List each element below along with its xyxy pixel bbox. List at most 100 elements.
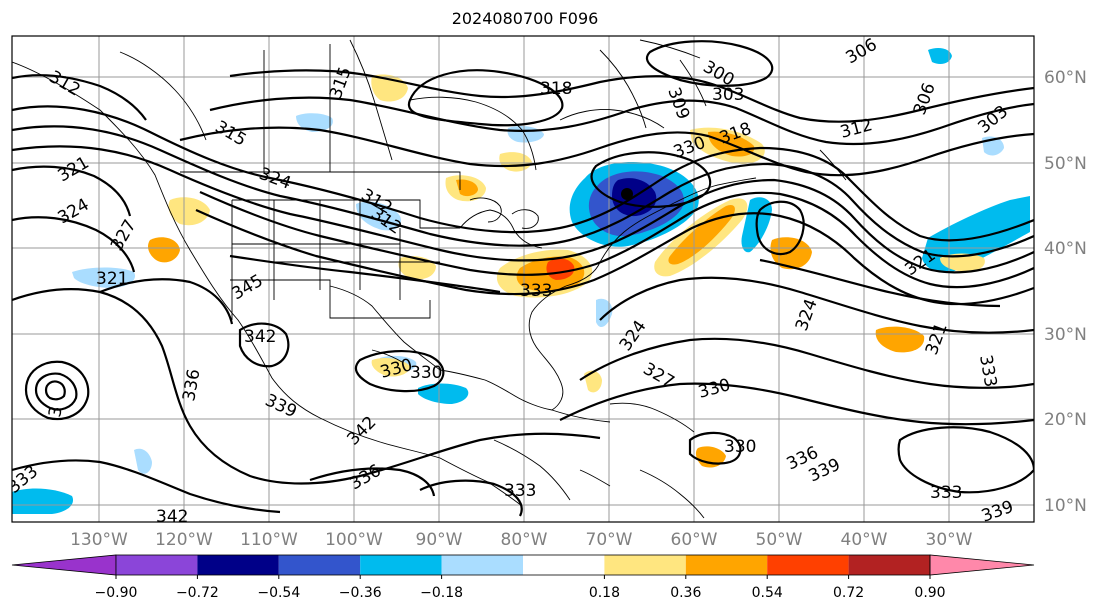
lon-label: 50°W xyxy=(756,530,803,550)
map-frame xyxy=(11,35,1035,523)
negative-region-pacific-cutoff xyxy=(134,448,152,474)
contour-low-greenland xyxy=(645,40,774,87)
colorbar-swatch xyxy=(848,555,930,575)
positive-region-rockies xyxy=(168,197,210,226)
colorbar-tick-label: −0.18 xyxy=(420,585,463,601)
lon-label: 30°W xyxy=(926,530,973,550)
contour-label: 321 xyxy=(96,269,128,289)
colorbar-swatch xyxy=(360,555,442,575)
lon-label: 100°W xyxy=(325,530,383,550)
positive-core-east-coast xyxy=(546,258,575,280)
contour-label: 330 xyxy=(724,437,756,457)
lat-label: 40°N xyxy=(1044,239,1087,259)
contour-north-pacific-3 xyxy=(12,216,136,273)
contour-north-pacific-2 xyxy=(12,165,132,217)
contour-eastern-pacific xyxy=(99,278,234,325)
contour-north-pacific xyxy=(12,74,147,121)
negative-region-canada-north xyxy=(296,113,333,132)
colorbar xyxy=(11,554,1035,576)
negative-region-greenland xyxy=(928,48,952,64)
contour-high-atlantic xyxy=(897,426,1034,494)
lon-label: 60°W xyxy=(671,530,718,550)
contour-low-atlantic xyxy=(755,200,805,256)
contour-subtropical-5 xyxy=(559,382,1034,426)
contour-label: 333 xyxy=(504,481,536,501)
contour-label: 342 xyxy=(156,507,188,527)
negative-region-pacific-sw xyxy=(12,488,74,514)
lon-label: 130°W xyxy=(70,530,128,550)
coastlines-and-borders xyxy=(12,39,847,519)
contour-central-us xyxy=(229,254,501,294)
contour-label: 303 xyxy=(712,85,744,105)
colorbar-tick-label: −0.90 xyxy=(95,585,138,601)
latitude-tick-labels: 60°N 50°N 40°N 30°N 20°N 10°N xyxy=(1044,68,1087,516)
colorbar-swatch xyxy=(441,555,523,575)
contour-jet-4 xyxy=(199,190,1034,289)
contour-subtropical-4 xyxy=(579,337,1034,389)
colorbar-tick-label: −0.36 xyxy=(339,585,382,601)
contour-central-atlantic-2 xyxy=(759,258,1001,308)
contour-label: 333 xyxy=(930,483,962,503)
contour-label: 318 xyxy=(540,79,572,99)
lat-label: 50°N xyxy=(1044,154,1087,174)
colorbar-extend-min xyxy=(11,554,117,576)
colorbar-swatch xyxy=(278,555,361,575)
lon-label: 120°W xyxy=(155,530,213,550)
lon-label: 110°W xyxy=(240,530,298,550)
positive-region-east-atlantic xyxy=(940,253,985,272)
contour-low-canada xyxy=(407,69,564,127)
contour-jet-1 xyxy=(12,105,1034,242)
colorbar-tick-label: 0.72 xyxy=(833,585,864,601)
colorbar-tick-label: 0.54 xyxy=(752,585,783,601)
contour-label: 330 xyxy=(410,363,442,383)
colorbar-tick-label: −0.72 xyxy=(176,585,219,601)
lat-label: 60°N xyxy=(1044,68,1087,88)
positive-region-canada-plains-core xyxy=(456,179,478,197)
colorbar-tick-labels: −0.90 −0.72 −0.54 −0.36 −0.18 0.18 0.36 0.54 0.7… xyxy=(95,575,946,601)
contour-low-pacific xyxy=(24,360,90,421)
lat-label: 30°N xyxy=(1044,325,1087,345)
contour-label: 333 xyxy=(520,281,552,301)
contour-caribbean xyxy=(688,431,742,465)
contour-low-pacific-inner xyxy=(34,372,78,411)
colorbar-extend-max xyxy=(929,554,1035,576)
colorbar-swatch xyxy=(523,555,605,575)
negative-region-caribbean xyxy=(418,383,469,404)
positive-band-atlantic-core xyxy=(668,204,735,265)
lon-label: 70°W xyxy=(586,530,633,550)
positive-region-subtropical-atlantic xyxy=(875,326,925,353)
contour-ridge-2 xyxy=(209,96,1034,146)
positive-region-south-atlantic xyxy=(584,370,602,393)
lat-label: 10°N xyxy=(1044,496,1087,516)
contour-label: 3 xyxy=(45,405,67,419)
contour-subtropical-3 xyxy=(599,276,1034,334)
negative-region-pacific-nw xyxy=(72,267,136,288)
contour-ridge-3 xyxy=(179,126,1034,177)
contour-subtropical-1 xyxy=(12,288,601,485)
colorbar-border xyxy=(115,554,931,576)
contour-south-america xyxy=(419,479,523,517)
map-area: 318 300 306 303 306 309 312 303 318 330 … xyxy=(12,36,1034,527)
contour-lines xyxy=(12,40,1034,517)
colorbar-tick-label: 0.18 xyxy=(589,585,620,601)
map-title: 2024080700 F096 xyxy=(451,9,599,28)
negative-peak-northeast xyxy=(621,188,633,200)
lon-label: 90°W xyxy=(416,530,463,550)
lon-label: 80°W xyxy=(501,530,548,550)
colorbar-tick-label: 0.36 xyxy=(670,585,701,601)
contour-subtropical-2 xyxy=(12,459,281,514)
contour-tropics xyxy=(309,467,436,497)
lon-label: 40°W xyxy=(841,530,888,550)
colorbar-swatch xyxy=(197,555,279,575)
colorbar-tick-label: 0.90 xyxy=(914,585,945,601)
positive-region-pacific-coast xyxy=(148,237,180,263)
colorbar-swatch xyxy=(116,555,198,575)
contour-label: 342 xyxy=(244,327,276,347)
longitude-tick-labels: 130°W 120°W 110°W 100°W 90°W 80°W 70°W 6… xyxy=(70,530,973,550)
contour-mexico xyxy=(238,322,290,368)
contour-jet-5 xyxy=(195,208,1034,306)
positive-region-central-atlantic xyxy=(770,237,812,270)
colorbar-swatch xyxy=(767,555,849,575)
contour-low-pacific-core xyxy=(44,380,66,401)
